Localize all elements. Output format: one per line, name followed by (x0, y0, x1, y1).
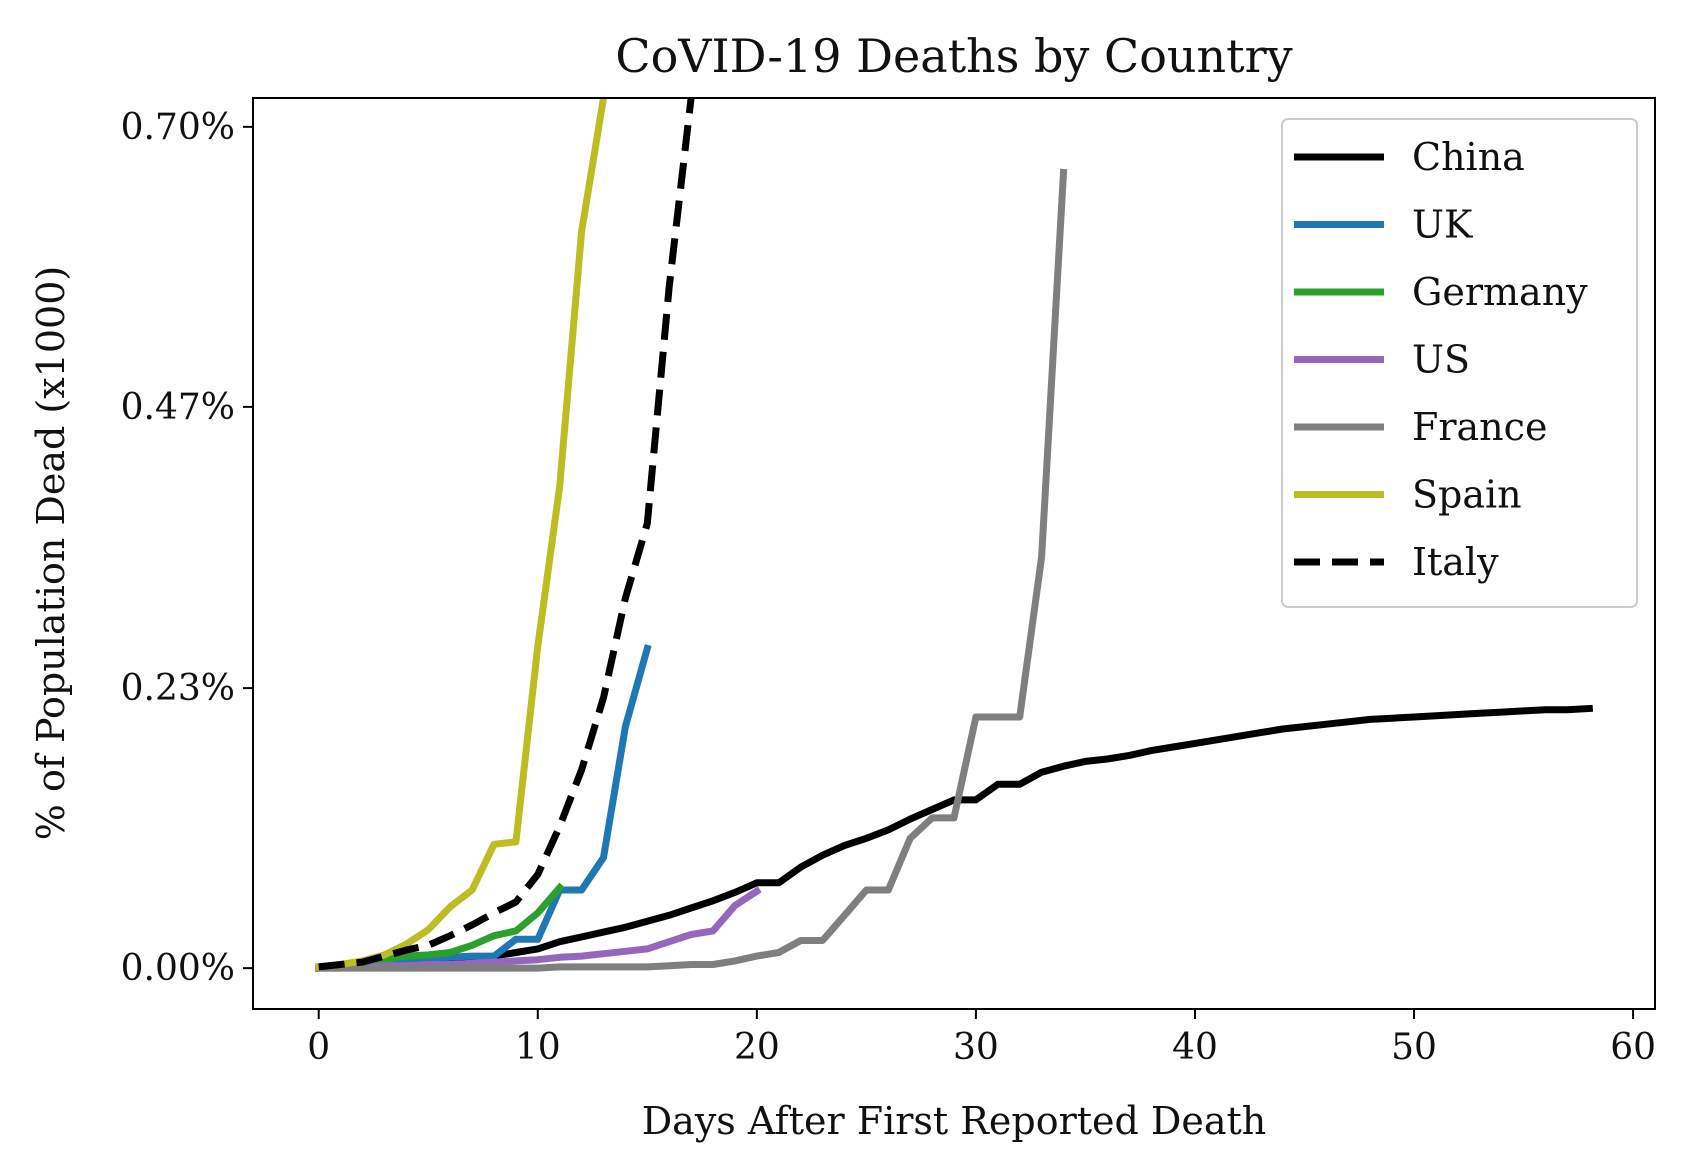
series-line-china (315, 704, 1593, 971)
x-axis: 0 10 20 30 40 50 60 (307, 1009, 1656, 1068)
series-layer (314, 98, 1593, 972)
legend-label-us: US (1412, 338, 1470, 382)
x-tick-label: 40 (1172, 1027, 1218, 1068)
series-line-italy (318, 98, 695, 971)
legend-label-uk: UK (1412, 203, 1473, 247)
y-axis: 0.00% 0.23% 0.47% 0.70% (121, 107, 253, 989)
x-tick-label: 10 (515, 1027, 561, 1068)
y-tick-label: 0.23% (121, 668, 235, 709)
x-tick-label: 30 (953, 1027, 999, 1068)
legend-label-spain: Spain (1412, 473, 1522, 517)
chart-title: CoVID-19 Deaths by Country (615, 29, 1292, 83)
y-tick-label: 0.00% (121, 948, 235, 989)
legend: China UK Germany US France Spain Italy (1281, 118, 1638, 608)
plot-frame (252, 97, 1656, 1010)
legend-box (1281, 118, 1638, 608)
legend-label-china: China (1412, 135, 1525, 179)
y-tick-label: 0.70% (121, 107, 235, 148)
legend-label-germany: Germany (1412, 270, 1588, 314)
x-tick-label: 20 (734, 1027, 780, 1068)
legend-label-france: France (1412, 405, 1547, 449)
x-tick-label: 60 (1610, 1027, 1656, 1068)
x-tick-label: 50 (1391, 1027, 1437, 1068)
y-tick-label: 0.47% (121, 387, 235, 428)
x-axis-label: Days After First Reported Death (642, 1099, 1267, 1143)
series-line-france (315, 168, 1068, 972)
x-tick-label: 0 (307, 1027, 330, 1068)
y-axis-label: % of Population Dead (x1000) (29, 266, 73, 840)
legend-label-italy: Italy (1412, 540, 1499, 584)
